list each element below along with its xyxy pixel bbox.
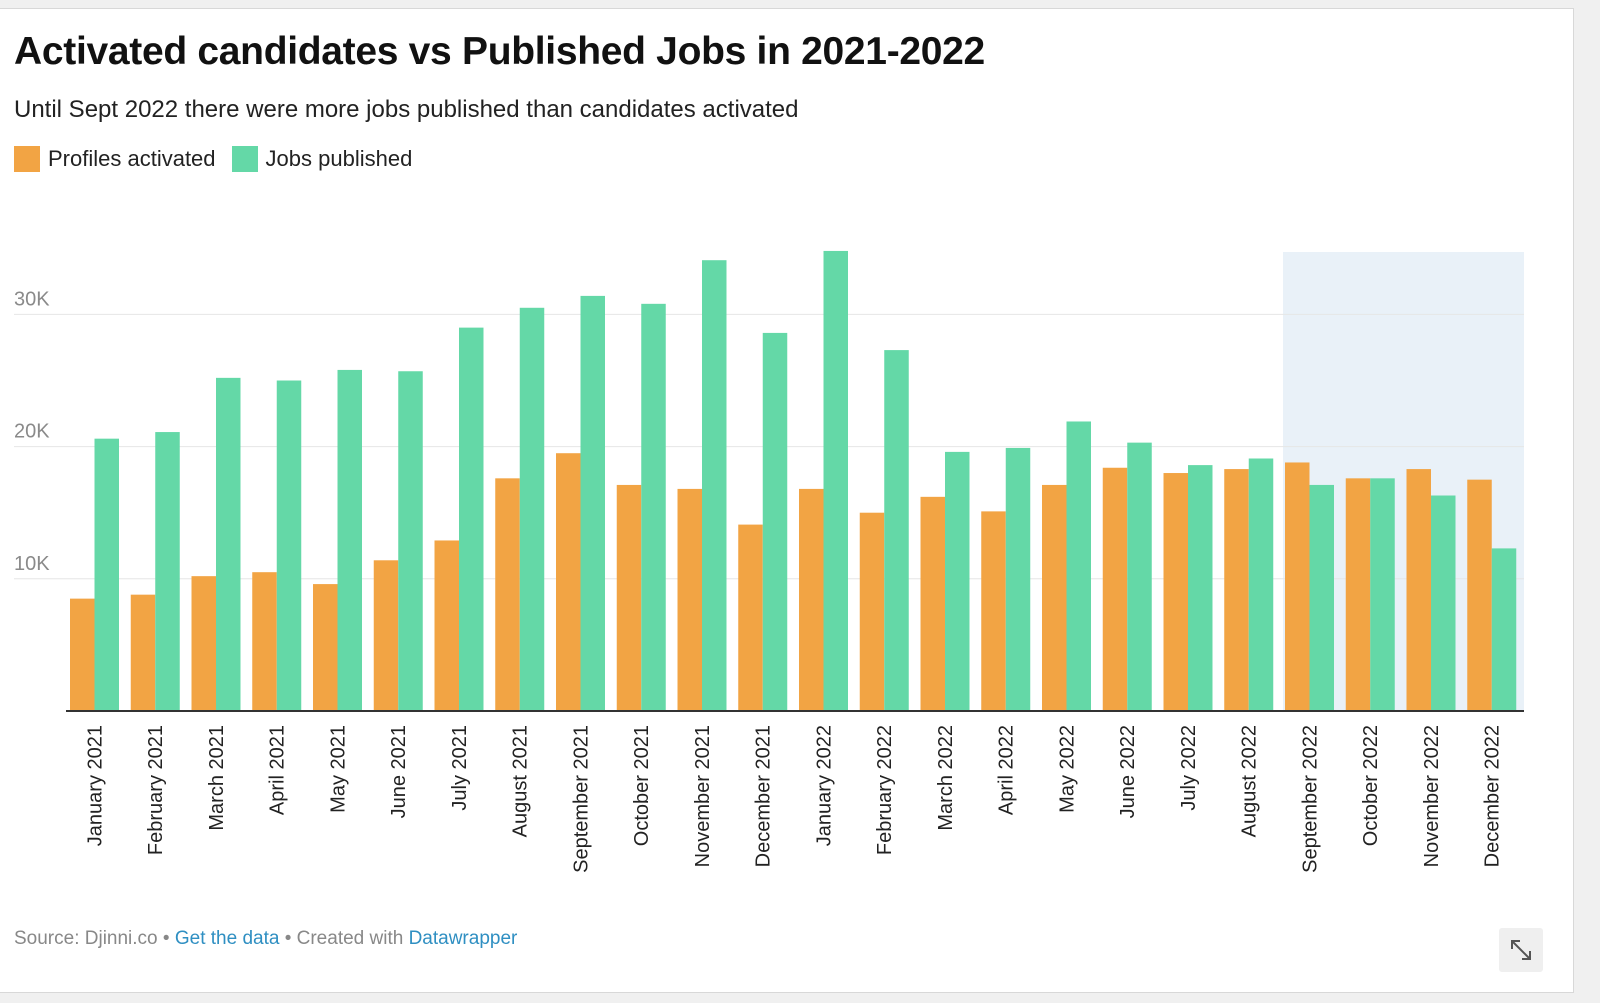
legend-item-jobs: Jobs published <box>231 146 413 172</box>
bar-jobs-published <box>398 371 423 711</box>
x-tick-label: August 2022 <box>1239 725 1261 837</box>
x-tick-label: December 2022 <box>1482 725 1504 867</box>
get-data-link[interactable]: Get the data <box>174 928 280 949</box>
bar-profiles-activated <box>1406 469 1431 711</box>
x-tick-label: April 2021 <box>267 725 289 815</box>
x-tick-label: January 2021 <box>84 725 106 846</box>
bar-jobs-published <box>276 380 302 711</box>
bar-jobs-published <box>1370 478 1395 711</box>
footer-separator: • <box>157 928 175 949</box>
bar-profiles-activated <box>1042 484 1067 711</box>
bar-jobs-published <box>702 260 727 711</box>
bar-profiles-activated <box>1345 478 1371 711</box>
bar-profiles-activated <box>373 560 399 711</box>
bar-profiles-activated <box>70 598 95 711</box>
bar-profiles-activated <box>191 576 216 711</box>
x-tick-label: February 2021 <box>145 725 167 855</box>
legend-label-profiles: Profiles activated <box>48 146 216 171</box>
bar-profiles-activated <box>495 478 520 711</box>
x-tick-label: September 2021 <box>570 725 592 873</box>
bar-jobs-published <box>1491 548 1517 711</box>
bar-jobs-published <box>459 327 484 711</box>
bar-profiles-activated <box>556 453 581 711</box>
bar-jobs-published <box>94 438 119 711</box>
x-tick-label: March 2021 <box>206 725 228 831</box>
x-tick-label: January 2022 <box>813 725 835 846</box>
x-tick-label: October 2021 <box>631 725 653 846</box>
bar-jobs-published <box>641 303 666 711</box>
bar-profiles-activated <box>252 572 277 711</box>
bar-jobs-published <box>1248 458 1274 711</box>
bar-profiles-activated <box>859 512 885 711</box>
x-tick-label: April 2022 <box>996 725 1018 815</box>
legend-label-jobs: Jobs published <box>265 146 413 171</box>
chart-subtitle: Until Sept 2022 there were more jobs pub… <box>14 96 799 123</box>
x-tick-label: March 2022 <box>935 725 957 831</box>
source-text: Source: Djinni.co <box>14 928 158 949</box>
legend-swatch-jobs <box>231 146 258 172</box>
x-tick-label: June 2022 <box>1117 725 1139 818</box>
x-tick-label: June 2021 <box>388 725 410 818</box>
legend-item-profiles: Profiles activated <box>14 146 216 172</box>
bar-jobs-published <box>216 377 241 711</box>
bar-jobs-published <box>1309 484 1334 711</box>
bar-profiles-activated <box>799 488 824 711</box>
bar-profiles-activated <box>1163 473 1188 711</box>
bar-jobs-published <box>1066 421 1091 711</box>
x-tick-label: July 2022 <box>1178 725 1200 811</box>
x-tick-label: May 2022 <box>1056 725 1078 813</box>
bar-profiles-activated <box>130 594 156 711</box>
bar-jobs-published <box>1127 442 1152 711</box>
chart-footer: Source: Djinni.co • Get the data • Creat… <box>14 928 517 950</box>
bar-jobs-published <box>155 432 180 711</box>
bar-jobs-published <box>762 332 788 711</box>
y-tick-label: 30K <box>14 288 50 310</box>
bar-profiles-activated <box>1285 462 1310 711</box>
x-tick-label: November 2022 <box>1421 725 1443 867</box>
created-with-text: • Created with <box>279 928 409 949</box>
datawrapper-link[interactable]: Datawrapper <box>408 928 518 949</box>
x-tick-label: July 2021 <box>449 725 471 811</box>
bar-jobs-published <box>580 295 605 711</box>
bar-jobs-published <box>823 250 848 711</box>
bar-jobs-published <box>884 350 909 711</box>
bar-profiles-activated <box>1102 467 1128 711</box>
bar-profiles-activated <box>981 511 1006 711</box>
bar-jobs-published <box>1431 495 1456 711</box>
x-tick-label: December 2021 <box>753 725 775 867</box>
expand-arrows-icon <box>1511 940 1531 960</box>
bar-profiles-activated <box>738 524 763 711</box>
bar-profiles-activated <box>313 584 338 711</box>
x-tick-label: September 2022 <box>1299 725 1321 873</box>
y-tick-label: 10K <box>14 553 50 575</box>
bar-jobs-published <box>1005 447 1031 711</box>
legend: Profiles activated Jobs published <box>14 146 428 172</box>
bar-jobs-published <box>1188 465 1213 711</box>
x-tick-label: October 2022 <box>1360 725 1382 846</box>
bar-profiles-activated <box>677 488 702 711</box>
legend-swatch-profiles <box>14 146 40 172</box>
x-tick-label: May 2021 <box>327 725 349 813</box>
bar-profiles-activated <box>616 484 642 711</box>
bar-profiles-activated <box>1467 479 1492 711</box>
y-tick-label: 20K <box>14 421 50 443</box>
chart-title: Activated candidates vs Published Jobs i… <box>14 30 985 73</box>
x-tick-label: February 2022 <box>874 725 896 855</box>
bar-profiles-activated <box>434 540 459 711</box>
x-tick-label: August 2021 <box>510 725 532 837</box>
bar-jobs-published <box>945 451 970 711</box>
bar-jobs-published <box>337 369 362 711</box>
x-tick-label: November 2021 <box>692 725 714 867</box>
expand-button[interactable] <box>1499 928 1543 972</box>
bar-jobs-published <box>519 307 545 711</box>
bar-profiles-activated <box>1224 469 1249 711</box>
bar-profiles-activated <box>920 496 945 711</box>
